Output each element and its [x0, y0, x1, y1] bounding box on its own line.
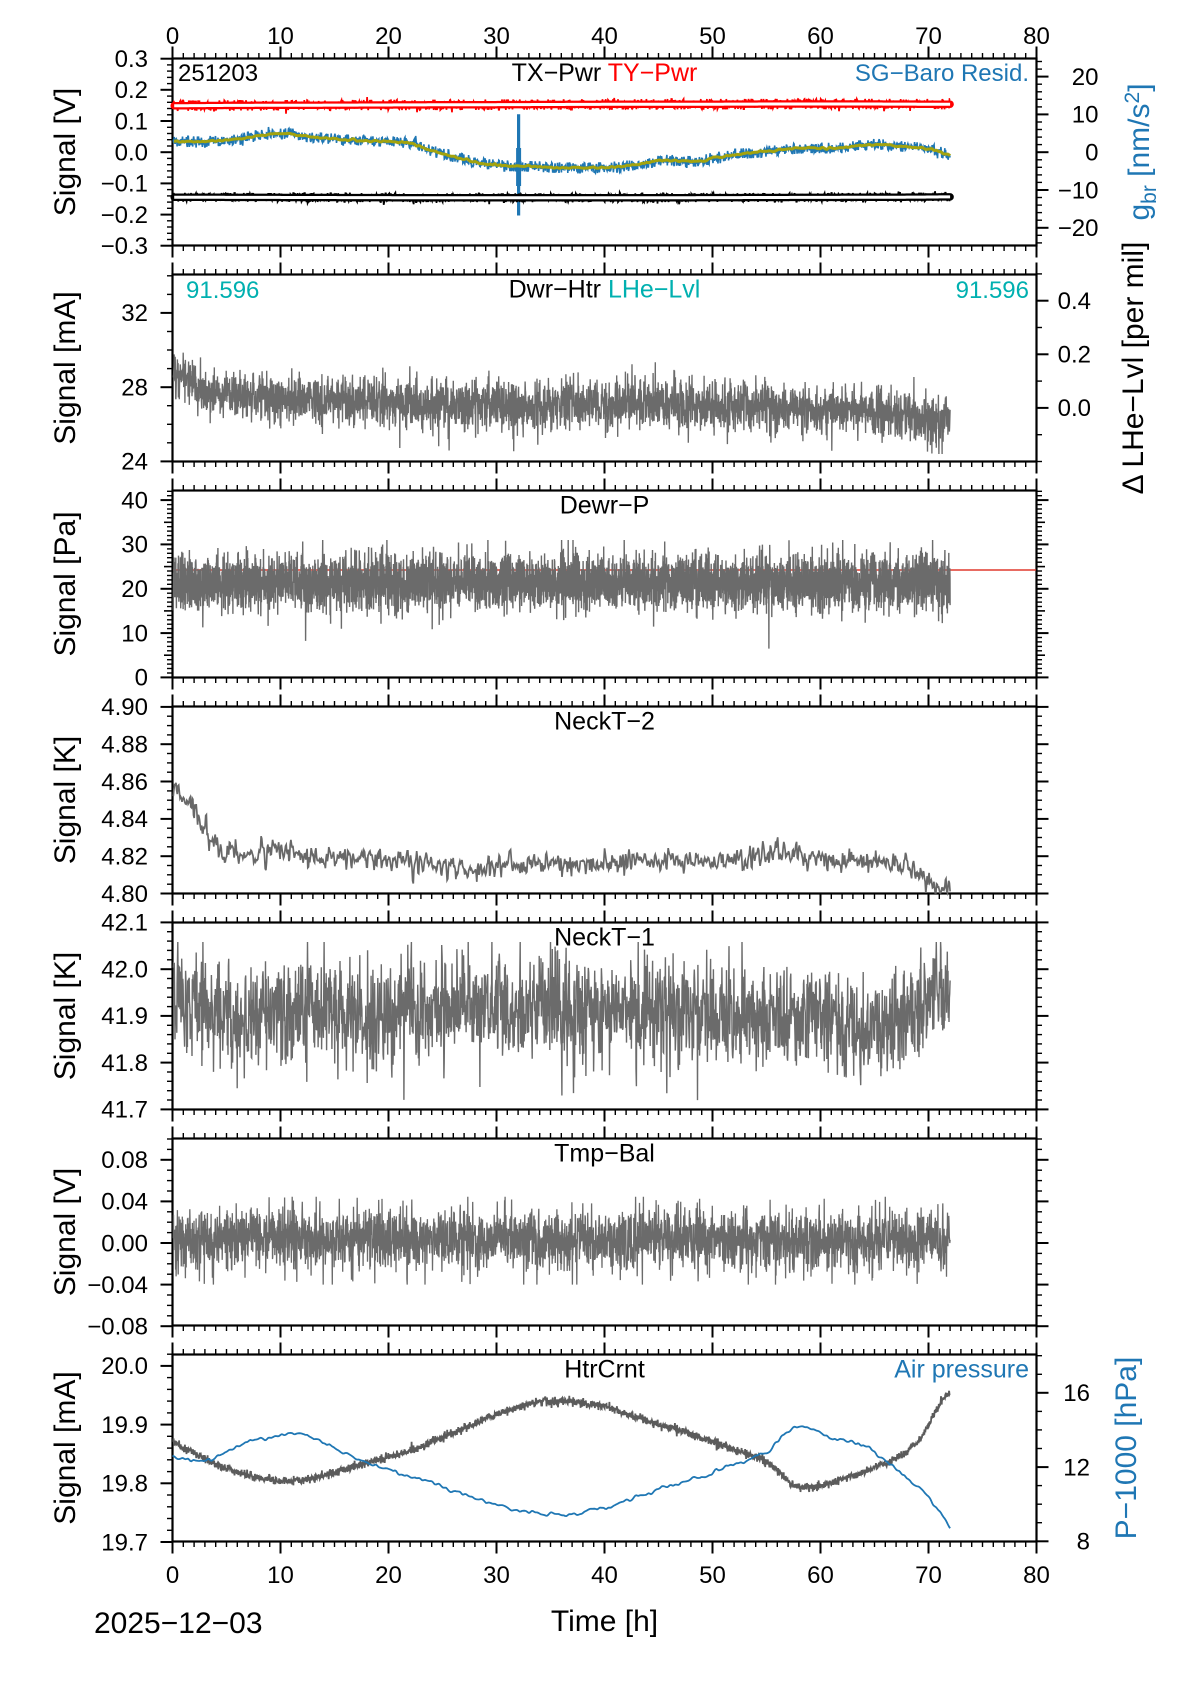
svg-text:Dwr−Htr LHe−Lvl: Dwr−Htr LHe−Lvl [509, 276, 701, 304]
svg-text:70: 70 [915, 1562, 942, 1589]
svg-text:50: 50 [699, 23, 726, 50]
svg-text:20: 20 [1072, 64, 1099, 91]
svg-text:41.9: 41.9 [101, 1003, 148, 1030]
svg-text:10: 10 [267, 1562, 294, 1589]
svg-text:Δ LHe−Lvl [per mil]: Δ LHe−Lvl [per mil] [1117, 242, 1150, 495]
svg-text:4.88: 4.88 [101, 732, 148, 759]
svg-text:Signal [K]: Signal [K] [49, 952, 82, 1080]
svg-text:91.596: 91.596 [956, 277, 1029, 304]
svg-text:30: 30 [483, 1562, 510, 1589]
svg-text:4.82: 4.82 [101, 844, 148, 871]
svg-text:P−1000 [hPa]: P−1000 [hPa] [1110, 1357, 1143, 1540]
svg-text:−20: −20 [1058, 215, 1099, 242]
svg-text:19.8: 19.8 [101, 1471, 148, 1498]
svg-text:HtrCrnt: HtrCrnt [564, 1356, 645, 1384]
svg-text:NeckT−2: NeckT−2 [554, 708, 655, 736]
svg-text:0.4: 0.4 [1058, 288, 1091, 315]
svg-text:0.0: 0.0 [1058, 395, 1091, 422]
svg-text:Signal [K]: Signal [K] [49, 736, 82, 864]
svg-text:42.0: 42.0 [101, 957, 148, 984]
svg-text:4.86: 4.86 [101, 769, 148, 796]
svg-text:0.00: 0.00 [101, 1230, 148, 1257]
svg-text:70: 70 [915, 23, 942, 50]
svg-text:0.0: 0.0 [115, 140, 148, 167]
svg-text:SG−Baro Resid.: SG−Baro Resid. [855, 60, 1029, 87]
svg-text:Tmp−Bal: Tmp−Bal [554, 1140, 655, 1168]
svg-text:30: 30 [483, 23, 510, 50]
svg-text:0: 0 [166, 1562, 179, 1589]
svg-text:60: 60 [807, 23, 834, 50]
svg-text:41.7: 41.7 [101, 1097, 148, 1124]
svg-text:10: 10 [1072, 102, 1099, 129]
svg-text:24: 24 [121, 449, 148, 476]
svg-text:0.2: 0.2 [115, 77, 148, 104]
svg-text:32: 32 [121, 300, 148, 327]
svg-text:20.0: 20.0 [101, 1353, 148, 1380]
svg-text:42.1: 42.1 [101, 910, 148, 937]
svg-text:4.90: 4.90 [101, 694, 148, 721]
svg-text:60: 60 [807, 1562, 834, 1589]
svg-text:0: 0 [135, 665, 148, 692]
svg-text:TX−Pwr TY−Pwr: TX−Pwr TY−Pwr [512, 59, 698, 87]
svg-text:20: 20 [375, 23, 402, 50]
svg-text:Signal [Pa]: Signal [Pa] [49, 511, 82, 656]
svg-text:50: 50 [699, 1562, 726, 1589]
svg-text:0: 0 [1085, 140, 1098, 167]
svg-text:−0.1: −0.1 [101, 171, 148, 198]
svg-text:40: 40 [591, 1562, 618, 1589]
svg-text:80: 80 [1023, 1562, 1050, 1589]
svg-text:Air pressure: Air pressure [894, 1356, 1029, 1384]
svg-text:20: 20 [375, 1562, 402, 1589]
svg-text:−0.3: −0.3 [101, 233, 148, 260]
svg-text:251203: 251203 [178, 60, 258, 87]
svg-text:19.9: 19.9 [101, 1412, 148, 1439]
svg-text:80: 80 [1023, 23, 1050, 50]
svg-text:−0.2: −0.2 [101, 202, 148, 229]
svg-text:4.80: 4.80 [101, 881, 148, 908]
svg-text:20: 20 [121, 576, 148, 603]
svg-text:Dewr−P: Dewr−P [560, 492, 650, 520]
svg-text:Signal [mA]: Signal [mA] [49, 1371, 82, 1524]
svg-text:30: 30 [121, 532, 148, 559]
svg-text:0.2: 0.2 [1058, 342, 1091, 369]
svg-text:Signal [V]: Signal [V] [49, 1168, 82, 1296]
svg-text:2025−12−03: 2025−12−03 [94, 1607, 263, 1640]
svg-text:0.08: 0.08 [101, 1147, 148, 1174]
svg-text:Signal [V]: Signal [V] [49, 88, 82, 216]
svg-text:−0.08: −0.08 [87, 1314, 148, 1341]
svg-text:19.7: 19.7 [101, 1529, 148, 1556]
svg-text:4.84: 4.84 [101, 806, 148, 833]
svg-text:0: 0 [166, 23, 179, 50]
svg-text:0.04: 0.04 [101, 1189, 148, 1216]
svg-text:−0.04: −0.04 [87, 1272, 148, 1299]
svg-text:41.8: 41.8 [101, 1050, 148, 1077]
svg-text:NeckT−1: NeckT−1 [554, 924, 655, 952]
svg-text:0.1: 0.1 [115, 108, 148, 135]
svg-text:Time [h]: Time [h] [551, 1605, 658, 1638]
svg-text:gbr [nm/s2]: gbr [nm/s2] [1121, 83, 1161, 220]
svg-text:40: 40 [121, 487, 148, 514]
svg-text:8: 8 [1077, 1529, 1090, 1556]
svg-text:Signal [mA]: Signal [mA] [49, 291, 82, 444]
svg-text:0.3: 0.3 [115, 46, 148, 73]
svg-text:10: 10 [267, 23, 294, 50]
svg-text:16: 16 [1063, 1380, 1090, 1407]
svg-text:12: 12 [1063, 1454, 1090, 1481]
svg-text:10: 10 [121, 620, 148, 647]
svg-text:−10: −10 [1058, 177, 1099, 204]
svg-text:28: 28 [121, 375, 148, 402]
svg-text:40: 40 [591, 23, 618, 50]
svg-text:91.596: 91.596 [186, 277, 259, 304]
